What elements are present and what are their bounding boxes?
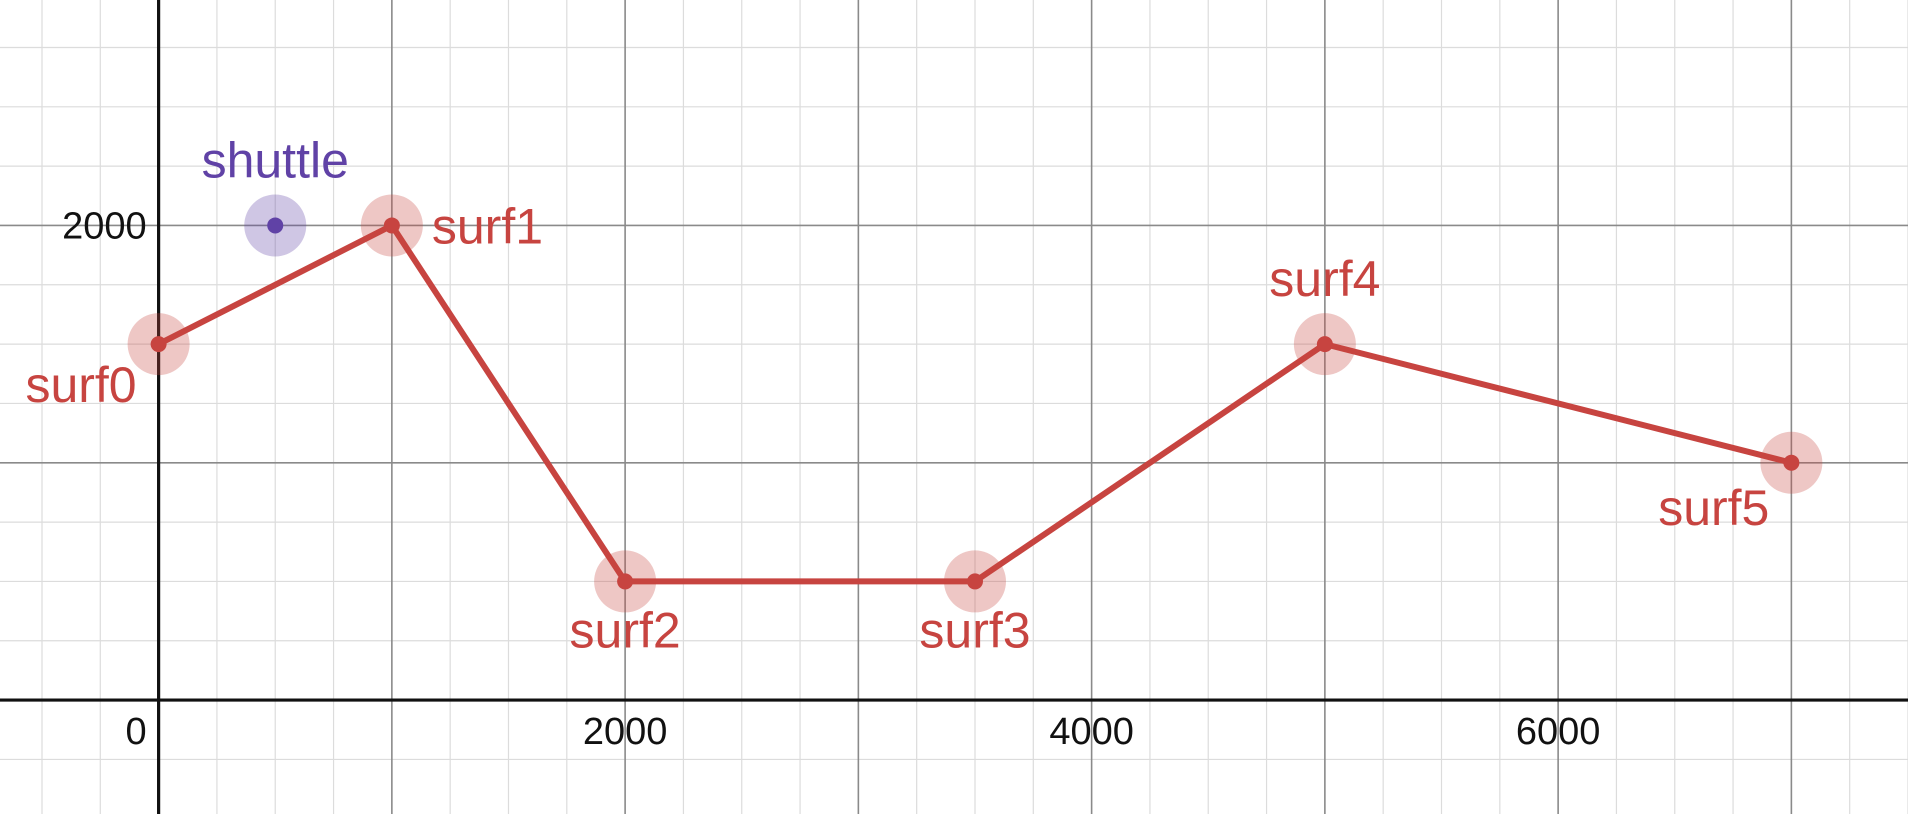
series-line	[155, 222, 1795, 585]
x-tick-label: 0	[125, 711, 146, 753]
point-label-surf0: surf0	[25, 357, 136, 413]
point-label-shuttle: shuttle	[202, 132, 349, 188]
data-point-surf3[interactable]	[966, 573, 983, 590]
data-point-surf5[interactable]	[1783, 454, 1800, 471]
data-point-surf2[interactable]	[617, 573, 634, 590]
y-tick-label: 2000	[62, 205, 147, 247]
data-point-surf4[interactable]	[1316, 336, 1333, 353]
x-tick-label: 2000	[583, 711, 668, 753]
x-tick-label: 6000	[1516, 711, 1601, 753]
point-label-surf2: surf2	[570, 602, 681, 658]
plot-layer: surf0 surf1 surf2 surf3 surf4 surf5 shuttle	[25, 132, 1823, 658]
point-label-surf1: surf1	[432, 198, 543, 254]
data-point-surf1[interactable]	[383, 217, 400, 234]
tick-labels: 0 2000 4000 6000 2000	[62, 205, 1600, 753]
point-label-surf3: surf3	[919, 602, 1030, 658]
point-label-surf4: surf4	[1269, 251, 1380, 307]
point-label-surf5: surf5	[1658, 480, 1769, 536]
data-point-surf0[interactable]	[150, 336, 167, 353]
data-point-shuttle[interactable]	[267, 217, 284, 234]
x-tick-label: 4000	[1049, 711, 1134, 753]
